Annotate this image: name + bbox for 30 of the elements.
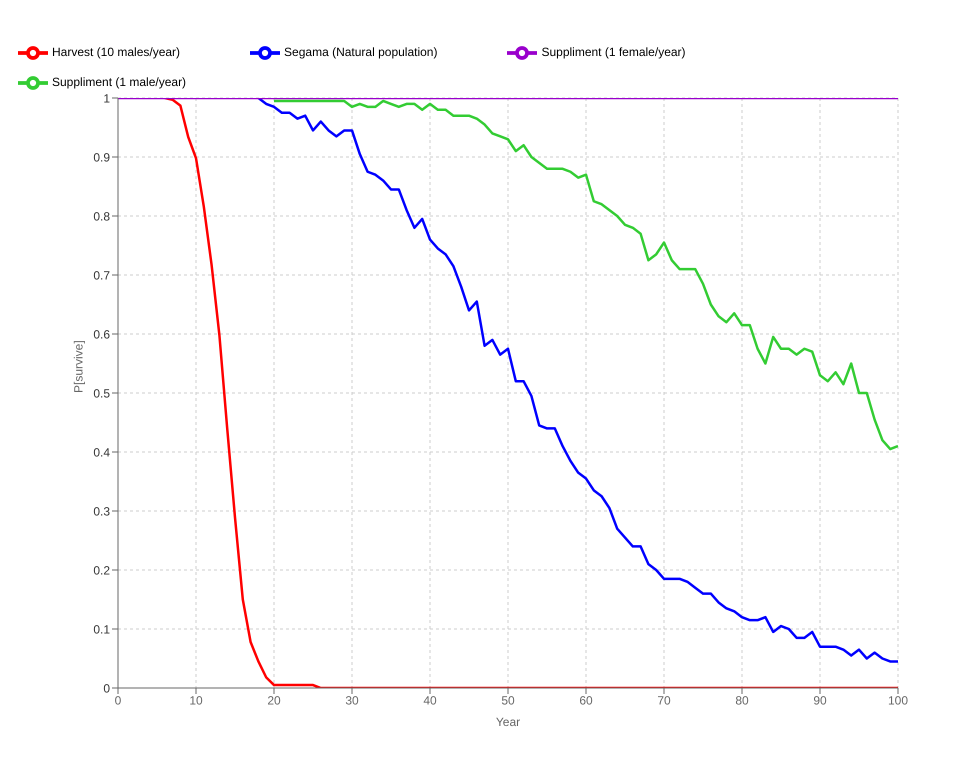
x-tick-label: 20 [267, 694, 281, 708]
x-tick-label: 10 [189, 694, 203, 708]
y-tick-label: 0.1 [93, 622, 110, 636]
legend-label: Segama (Natural population) [284, 45, 438, 60]
x-tick-label: 60 [579, 694, 593, 708]
x-axis-title: Year [496, 715, 520, 729]
y-tick-label: 0.4 [93, 445, 110, 460]
y-tick-label: 0.9 [93, 150, 110, 164]
legend-label: Suppliment (1 male/year) [52, 75, 186, 90]
x-tick-label: 80 [735, 694, 749, 708]
x-tick-label: 70 [657, 694, 671, 708]
line-series [257, 98, 898, 663]
x-tick-label: 40 [423, 694, 437, 708]
x-tick-label: 0 [114, 694, 122, 708]
legend-label: Harvest (10 males/year) [52, 45, 180, 60]
x-tick-label: 90 [813, 694, 827, 708]
x-tick-label: 30 [345, 694, 359, 708]
x-tick-label: 100 [888, 694, 908, 708]
y-tick-label: 0.3 [93, 504, 110, 518]
y-tick-label: 0.7 [93, 268, 110, 282]
legend-label: Suppliment (1 female/year) [541, 45, 686, 60]
line-series [272, 100, 898, 450]
y-tick-label: 1 [103, 91, 110, 106]
y-tick-label: 0.2 [93, 563, 110, 578]
y-tick-label: 0.8 [93, 209, 110, 224]
y-tick-label: 0 [103, 681, 110, 696]
y-tick-label: 0.5 [93, 386, 110, 400]
x-tick-label: 50 [501, 694, 515, 708]
y-axis-title: P[survive] [71, 340, 86, 393]
y-tick-label: 0.6 [93, 327, 110, 342]
